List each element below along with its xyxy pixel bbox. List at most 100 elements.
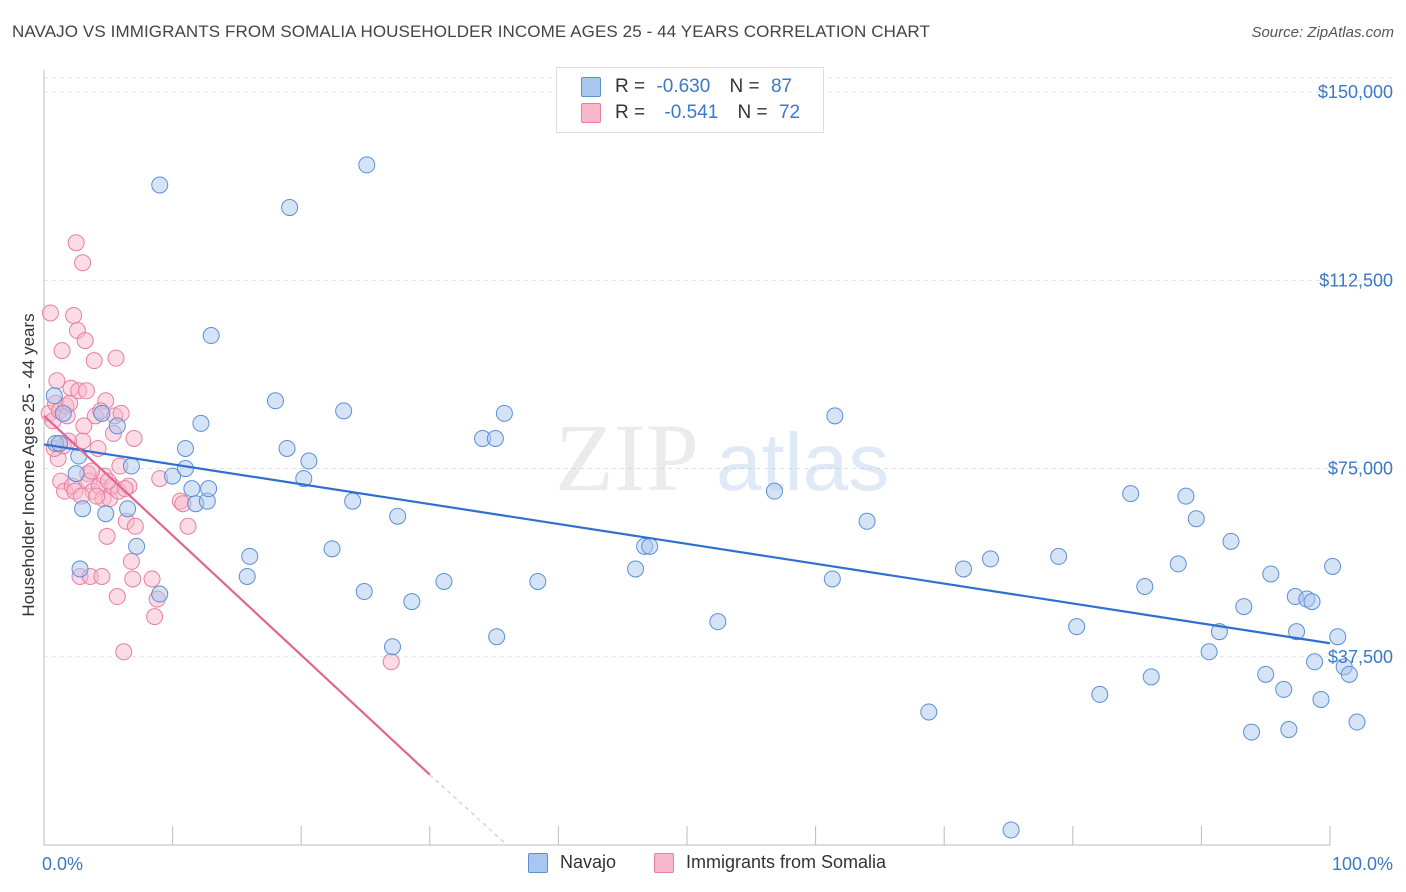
navajo-point [54,404,72,422]
somalia-trend-extension [429,774,508,846]
navajo-point [344,492,362,510]
navajo-point [278,439,296,457]
somalia-point [74,254,92,272]
navajo-point [67,465,85,483]
watermark-zip: ZIP [555,404,699,511]
y-axis-label: Householder Income Ages 25 - 44 years [19,313,38,616]
somalia-point [67,234,85,252]
navajo-n-value: 87 [770,76,793,97]
navajo-point [183,480,201,498]
y-tick-labels: $37,500 $75,000 $112,500 $150,000 [1318,82,1393,667]
legend-n-label: N = [729,76,760,97]
navajo-point [241,547,259,565]
navajo-point [920,703,938,721]
navajo-point [122,457,140,475]
somalia-point [93,567,111,585]
navajo-swatch [581,76,601,97]
somalia-n-value: 72 [778,102,801,123]
navajo-point [1200,643,1218,661]
navajo-point [335,402,353,420]
somalia-point [107,349,125,367]
navajo-point [119,500,137,518]
legend-n-label: N = [737,102,768,123]
navajo-point [128,537,146,555]
bottom-legend-somalia: Immigrants from Somalia [654,852,887,874]
navajo-point [403,593,421,611]
navajo-point [266,392,284,410]
somalia-point [126,517,144,535]
x-tick-label-min: 0.0% [42,854,83,874]
navajo-point [488,628,506,646]
navajo-point [1002,821,1020,839]
navajo-point [97,505,115,523]
navajo-point [176,439,194,457]
somalia-point [124,570,142,588]
legend-r-label: R = [615,76,646,97]
navajo-point [495,404,513,422]
navajo-point [1303,593,1321,611]
somalia-point [382,653,400,671]
navajo-legend-label: Navajo [560,852,617,872]
navajo-point [1348,713,1366,731]
navajo-point [164,467,182,485]
axes [43,70,1331,846]
correlation-legend: R = -0.630 N = 87 R = -0.541 N = 72 [556,67,824,133]
navajo-point [1142,668,1160,686]
navajo-point [1329,628,1347,646]
watermark: ZIP atlas [555,404,889,511]
somalia-point [75,417,93,435]
somalia-point [116,480,134,498]
somalia-point [53,342,71,360]
somalia-point [115,643,133,661]
x-tick-label-max: 100.0% [1332,854,1393,874]
somalia-swatch [581,102,601,123]
y-tick-label: $150,000 [1318,82,1393,102]
navajo-point [954,560,972,578]
somalia-points [40,234,400,671]
navajo-point [295,470,313,488]
navajo-point [1187,510,1205,528]
navajo-point [389,507,407,525]
navajo-point [981,550,999,568]
somalia-point [85,352,103,370]
navajo-point [200,480,218,498]
navajo-point [826,407,844,425]
navajo-point [1312,690,1330,708]
navajo-point [1122,485,1140,503]
navajo-point [1068,618,1086,636]
navajo-point [281,199,299,217]
navajo-point [45,387,63,405]
navajo-point [1169,555,1187,573]
y-tick-label: $112,500 [1319,270,1393,290]
navajo-point [641,537,659,555]
somalia-point [146,608,164,626]
somalia-r-value: -0.541 [664,102,719,123]
somalia-point [65,306,83,324]
navajo-point [823,570,841,588]
navajo-r-value: -0.630 [656,76,711,97]
navajo-point [71,560,89,578]
somalia-point [143,570,161,588]
navajo-point [355,583,373,601]
somalia-point [88,487,106,505]
navajo-point [151,176,169,194]
somalia-point [41,304,59,322]
navajo-point [1222,532,1240,550]
navajo-point [1288,623,1306,641]
navajo-point [765,482,783,500]
navajo-point [176,460,194,478]
navajo-point [1262,565,1280,583]
navajo-point [1275,680,1293,698]
somalia-point [108,588,126,606]
trend-lines [43,415,1331,846]
somalia-point [98,527,116,545]
navajo-point [1280,721,1298,739]
navajo-point [1243,723,1261,741]
somalia-point [179,517,197,535]
navajo-point [238,567,256,585]
navajo-point [300,452,318,470]
source-label: Source: ZipAtlas.com [1251,24,1394,41]
legend-row-navajo: R = -0.630 N = 87 [581,76,792,100]
somalia-legend-label: Immigrants from Somalia [686,852,887,872]
navajo-point [1177,487,1195,505]
